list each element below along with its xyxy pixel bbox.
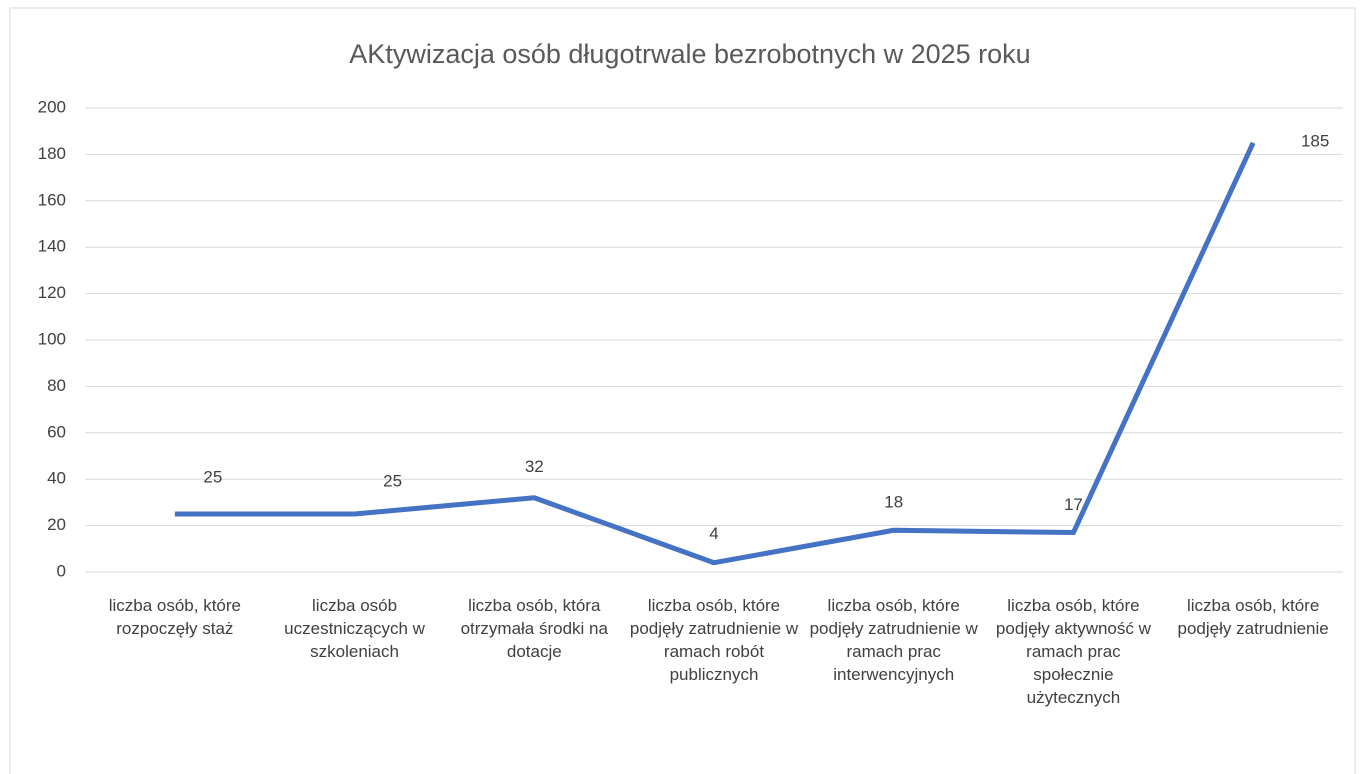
y-tick-label: 100 <box>38 329 66 348</box>
y-tick-label: 60 <box>47 422 66 441</box>
x-tick-label: liczba osób, które podjęły zatrudnienie <box>1177 596 1329 638</box>
data-label: 4 <box>709 524 718 543</box>
x-tick-label: liczba osób, które podjęły aktywność w r… <box>995 596 1151 707</box>
data-label: 18 <box>884 493 903 512</box>
y-tick-label: 180 <box>38 144 66 163</box>
y-tick-label: 0 <box>57 561 66 580</box>
data-label: 185 <box>1301 131 1329 150</box>
y-tick-label: 80 <box>47 376 66 395</box>
x-tick-label: liczba osób, które podjęły zatrudnienie … <box>629 596 799 684</box>
y-tick-label: 160 <box>38 190 66 209</box>
line-series <box>174 141 1256 566</box>
data-label: 32 <box>525 457 544 476</box>
y-tick-label: 140 <box>38 237 66 256</box>
x-tick-label: liczba osób, które rozpoczęły staż <box>108 596 241 638</box>
y-tick-label: 200 <box>38 97 66 116</box>
data-label: 25 <box>203 467 222 486</box>
x-tick-label: liczba osób, które podjęły zatrudnienie … <box>809 596 978 684</box>
y-tick-label: 20 <box>47 515 66 534</box>
x-tick-label: liczba osób, która otrzymała środki na d… <box>460 596 608 661</box>
x-tick-label: liczba osób uczestniczących w szkoleniac… <box>284 596 425 661</box>
y-tick-label: 120 <box>38 283 66 302</box>
chart-title: AKtywizacja osób długotrwale bezrobotnyc… <box>349 39 1030 69</box>
data-label: 17 <box>1064 495 1083 514</box>
chart-border <box>9 7 1356 774</box>
y-tick-label: 40 <box>47 469 66 488</box>
data-label: 25 <box>383 471 402 490</box>
